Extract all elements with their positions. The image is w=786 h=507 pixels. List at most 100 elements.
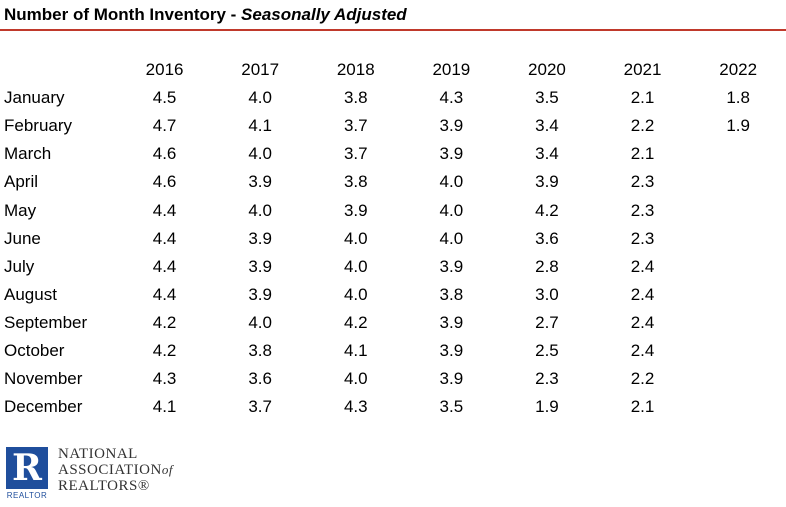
- inventory-value: 1.8: [726, 88, 750, 108]
- inventory-value: 2.2: [630, 116, 655, 136]
- inventory-value: 4.1: [152, 397, 177, 417]
- inventory-value: 3.4: [535, 116, 559, 136]
- header-row: 2016 2017 2018 2019 2020 2021 2022: [0, 56, 786, 84]
- inventory-value: 3.8: [248, 340, 272, 360]
- inventory-value: 2.3: [630, 228, 655, 248]
- inventory-value: 2.3: [630, 200, 655, 220]
- month-label: July: [4, 256, 35, 276]
- inventory-value: 4.3: [439, 88, 464, 108]
- month-label: August: [4, 284, 57, 304]
- table-row: October 4.2 3.8 4.1 3.9 2.5 2.4: [0, 337, 786, 365]
- logo-wordmark: NATIONAL ASSOCIATIONof REALTORS®: [58, 446, 173, 494]
- year-header: 2018: [336, 60, 375, 80]
- corner-cell: [0, 56, 117, 84]
- inventory-value: 3.9: [439, 144, 464, 164]
- inventory-value: 3.0: [535, 284, 559, 304]
- inventory-value: [690, 140, 786, 168]
- month-label: May: [4, 200, 37, 220]
- inventory-value: 3.7: [343, 116, 368, 136]
- year-header: 2017: [241, 60, 280, 80]
- inventory-value: 2.1: [630, 144, 655, 164]
- inventory-value: 2.4: [630, 284, 655, 304]
- month-label: February: [4, 116, 73, 136]
- logo-mark: R: [12, 447, 42, 489]
- inventory-value: 4.0: [343, 284, 368, 304]
- inventory-value: 4.0: [248, 312, 272, 332]
- inventory-value: 4.2: [152, 340, 177, 360]
- inventory-value: 3.8: [343, 88, 368, 108]
- logo-caption: REALTOR: [6, 491, 48, 500]
- inventory-value: 3.9: [439, 312, 464, 332]
- table-body: January 4.5 4.0 3.8 4.3 3.5 2.1 1.8 February 4.7 4…: [0, 84, 786, 421]
- inventory-value: 4.6: [152, 144, 177, 164]
- inventory-value: 4.0: [343, 256, 368, 276]
- inventory-value: 4.6: [152, 172, 177, 192]
- logo-line-3: REALTORS®: [58, 478, 150, 494]
- inventory-value: 3.9: [535, 172, 559, 192]
- inventory-value: 3.9: [439, 369, 464, 389]
- table-row: April 4.6 3.9 3.8 4.0 3.9 2.3: [0, 168, 786, 196]
- month-label: June: [4, 228, 41, 248]
- chart-title-main: Number of Month Inventory -: [4, 5, 242, 24]
- month-label: April: [4, 172, 39, 192]
- inventory-value: 2.1: [630, 88, 655, 108]
- table-row: March 4.6 4.0 3.7 3.9 3.4 2.1: [0, 140, 786, 168]
- inventory-value: 4.0: [248, 144, 272, 164]
- month-label: September: [4, 312, 88, 332]
- inventory-value: 4.3: [343, 397, 368, 417]
- year-header: 2022: [719, 60, 758, 80]
- inventory-value: 4.4: [152, 256, 177, 276]
- inventory-value: 4.7: [152, 116, 177, 136]
- inventory-value: 4.4: [152, 284, 177, 304]
- table-row: January 4.5 4.0 3.8 4.3 3.5 2.1 1.8: [0, 84, 786, 112]
- inventory-value: 4.0: [248, 88, 272, 108]
- inventory-value: 4.4: [152, 200, 177, 220]
- inventory-value: 4.0: [343, 369, 368, 389]
- year-header: 2020: [528, 60, 566, 80]
- inventory-value: [690, 225, 786, 253]
- inventory-value: 4.2: [152, 312, 177, 332]
- inventory-value: 2.8: [535, 256, 559, 276]
- inventory-value: 3.9: [248, 256, 272, 276]
- inventory-value: 3.9: [439, 256, 464, 276]
- month-label: January: [4, 88, 65, 108]
- inventory-value: 4.0: [439, 200, 464, 220]
- inventory-value: 1.9: [535, 397, 559, 417]
- inventory-value: 4.3: [152, 369, 177, 389]
- month-label: December: [4, 397, 83, 417]
- table-row: June 4.4 3.9 4.0 4.0 3.6 2.3: [0, 225, 786, 253]
- inventory-value: 3.4: [535, 144, 559, 164]
- inventory-value: [690, 365, 786, 393]
- inventory-value: [690, 196, 786, 224]
- inventory-value: 4.1: [343, 340, 368, 360]
- table-row: September 4.2 4.0 4.2 3.9 2.7 2.4: [0, 309, 786, 337]
- table-row: December 4.1 3.7 4.3 3.5 1.9 2.1: [0, 393, 786, 421]
- inventory-value: [690, 309, 786, 337]
- inventory-value: 2.4: [630, 312, 655, 332]
- inventory-value: 3.6: [248, 369, 272, 389]
- inventory-value: 3.9: [439, 340, 464, 360]
- logo-line-1: NATIONAL: [58, 446, 138, 462]
- inventory-value: 2.5: [535, 340, 559, 360]
- inventory-value: 3.8: [343, 172, 368, 192]
- inventory-value: 3.6: [535, 228, 559, 248]
- year-header: 2021: [623, 60, 662, 80]
- inventory-value: 3.9: [343, 200, 368, 220]
- nar-logo: R REALTOR NATIONAL ASSOCIATIONof REALTOR…: [4, 444, 174, 502]
- inventory-table: 2016 2017 2018 2019 2020 2021 2022 Janua…: [0, 56, 786, 421]
- inventory-value: 4.2: [343, 312, 368, 332]
- inventory-value: 4.0: [439, 172, 464, 192]
- month-label: November: [4, 369, 83, 389]
- table-row: May 4.4 4.0 3.9 4.0 4.2 2.3: [0, 196, 786, 224]
- inventory-value: 1.9: [726, 116, 750, 136]
- year-header: 2016: [145, 60, 184, 80]
- inventory-value: 3.9: [248, 228, 272, 248]
- logo-line-2: ASSOCIATIONof: [58, 462, 173, 478]
- inventory-value: 4.1: [248, 116, 272, 136]
- inventory-value: 2.7: [535, 312, 559, 332]
- inventory-value: 3.9: [248, 284, 272, 304]
- inventory-value: 3.5: [439, 397, 464, 417]
- title-underline: [0, 29, 786, 31]
- table-row: February 4.7 4.1 3.7 3.9 3.4 2.2 1.9: [0, 112, 786, 140]
- inventory-value: 2.1: [630, 397, 655, 417]
